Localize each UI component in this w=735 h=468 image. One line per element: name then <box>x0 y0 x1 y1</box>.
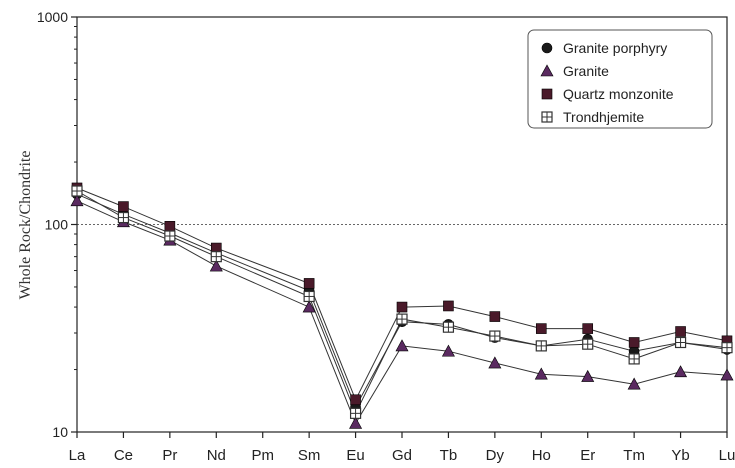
x-tick-label-la: La <box>69 447 86 464</box>
point-trondhjemite-la <box>71 185 83 197</box>
y-axis-label: Whole Rock/Chondrite <box>17 151 34 300</box>
series-line-quartz-monzonite <box>76 187 728 402</box>
point-trondhjemite-nd <box>210 251 222 263</box>
point-granite-yb <box>674 365 688 378</box>
y-tick-label: 100 <box>45 217 69 233</box>
y-ticks: 10 100 1000 <box>37 9 77 440</box>
series-line-trondhjemite <box>76 190 728 415</box>
legend-label-trondhjemite: Trondhjemite <box>563 109 644 125</box>
series-line-granite <box>76 200 728 425</box>
x-tick-label-gd: Gd <box>392 447 412 464</box>
legend-marker-granite <box>540 64 554 77</box>
point-quartz-monzonite-sm <box>303 278 315 289</box>
point-trondhjemite-dy <box>489 330 501 342</box>
point-trondhjemite-pr <box>164 230 176 242</box>
x-tick-label-pm: Pm <box>251 447 274 464</box>
x-tick-label-dy: Dy <box>486 447 505 464</box>
point-quartz-monzonite-dy <box>489 311 501 322</box>
point-granite-eu <box>349 416 363 429</box>
legend-marker-quartz-monzonite <box>541 88 553 100</box>
y-tick-label: 1000 <box>37 9 68 25</box>
point-granite-gd <box>395 339 409 352</box>
legend-label-granite: Granite <box>563 63 609 79</box>
point-trondhjemite-yb <box>674 336 687 349</box>
point-granite-lu <box>720 368 734 381</box>
point-trondhjemite-sm <box>303 290 315 303</box>
x-tick-label-ce: Ce <box>114 447 133 464</box>
point-granite-nd <box>209 259 223 272</box>
x-tick-label-sm: Sm <box>298 447 321 464</box>
legend: Granite porphyry Granite Quartz monzonite T… <box>527 29 713 129</box>
legend-label-granite-porphyry: Granite porphyry <box>563 40 667 56</box>
point-granite-dy <box>488 356 502 369</box>
x-tick-label-tb: Tb <box>440 447 458 464</box>
point-quartz-monzonite-er <box>582 323 594 334</box>
x-tick-label-pr: Pr <box>162 447 177 464</box>
x-ticks: La Ce Pr Nd Pm Sm Eu Gd Tb Dy Ho Er Tm Yb Lu <box>69 432 735 464</box>
x-tick-label-er: Er <box>580 447 595 464</box>
point-quartz-monzonite-gd <box>396 301 408 313</box>
point-quartz-monzonite-yb <box>675 326 686 337</box>
point-quartz-monzonite-tb <box>443 300 454 312</box>
point-granite-ho <box>534 367 548 380</box>
point-quartz-monzonite-tm <box>628 337 640 348</box>
point-granite-sm <box>302 300 316 313</box>
point-granite-tm <box>627 377 641 390</box>
x-tick-label-tm: Tm <box>623 447 645 464</box>
x-tick-label-nd: Nd <box>207 447 226 464</box>
point-trondhjemite-er <box>582 338 594 350</box>
markers-layer <box>70 182 734 429</box>
series-layer <box>70 182 734 429</box>
point-trondhjemite-ce <box>117 211 130 224</box>
x-tick-label-yb: Yb <box>671 447 689 464</box>
x-tick-label-ho: Ho <box>532 447 551 464</box>
point-granite-la <box>70 194 84 207</box>
y-tick-label: 10 <box>52 424 68 440</box>
point-trondhjemite-gd <box>396 313 408 325</box>
point-granite-tb <box>441 344 455 357</box>
point-trondhjemite-ho <box>535 340 547 352</box>
point-trondhjemite-tm <box>628 353 640 365</box>
point-trondhjemite-tb <box>442 321 455 333</box>
point-quartz-monzonite-ho <box>535 323 547 334</box>
point-trondhjemite-eu <box>349 407 362 419</box>
point-quartz-monzonite-pr <box>164 221 176 232</box>
point-granite-er <box>581 369 595 382</box>
legend-box <box>527 29 713 129</box>
legend-label-quartz-monzonite: Quartz monzonite <box>563 86 674 102</box>
legend-marker-granite-porphyry <box>541 42 553 54</box>
x-tick-label-lu: Lu <box>719 447 735 464</box>
x-tick-label-eu: Eu <box>346 447 364 464</box>
point-quartz-monzonite-eu <box>350 394 361 406</box>
legend-marker-trondhjemite <box>541 111 553 123</box>
point-trondhjemite-lu <box>721 342 733 354</box>
point-quartz-monzonite-ce <box>118 201 129 212</box>
